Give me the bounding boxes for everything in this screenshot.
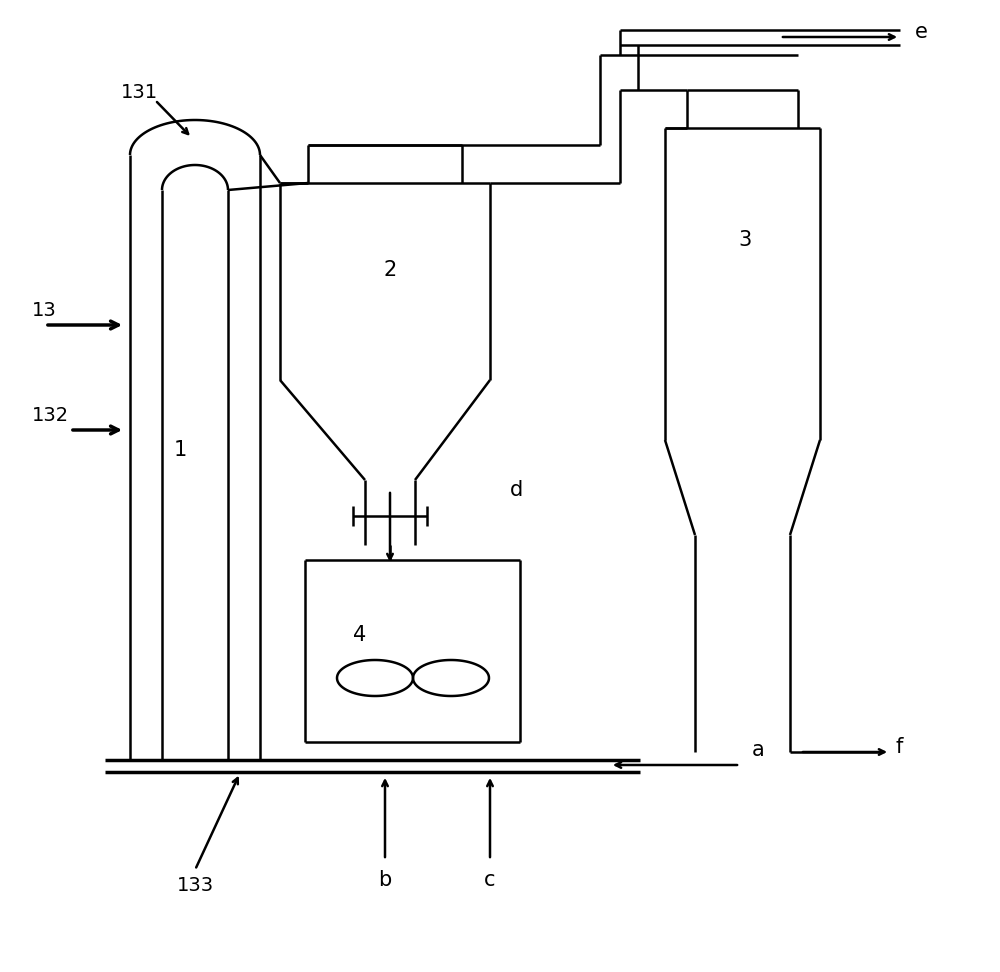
Text: 13: 13 — [32, 300, 57, 320]
Text: 1: 1 — [173, 440, 187, 460]
Text: 133: 133 — [176, 876, 214, 894]
Text: 131: 131 — [121, 83, 158, 101]
Text: f: f — [895, 737, 902, 757]
Text: 3: 3 — [738, 230, 752, 250]
Text: e: e — [915, 22, 928, 42]
Text: b: b — [378, 870, 392, 890]
Text: 132: 132 — [32, 405, 69, 425]
Text: a: a — [752, 740, 765, 760]
Text: 4: 4 — [353, 625, 367, 645]
Text: d: d — [510, 480, 523, 500]
Text: 2: 2 — [383, 260, 397, 280]
Text: c: c — [484, 870, 496, 890]
